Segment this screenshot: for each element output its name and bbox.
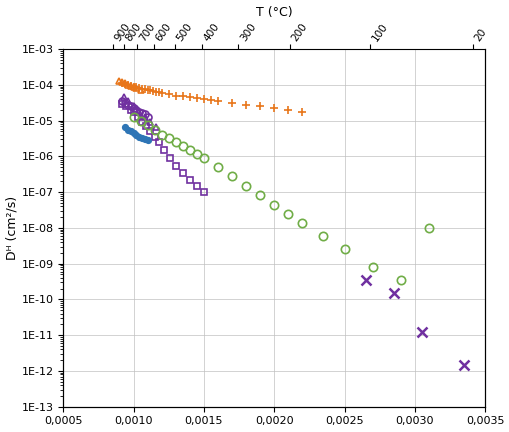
Y-axis label: Dᴴ (cm²/s): Dᴴ (cm²/s) <box>6 196 18 260</box>
X-axis label: T (°C): T (°C) <box>256 6 292 19</box>
